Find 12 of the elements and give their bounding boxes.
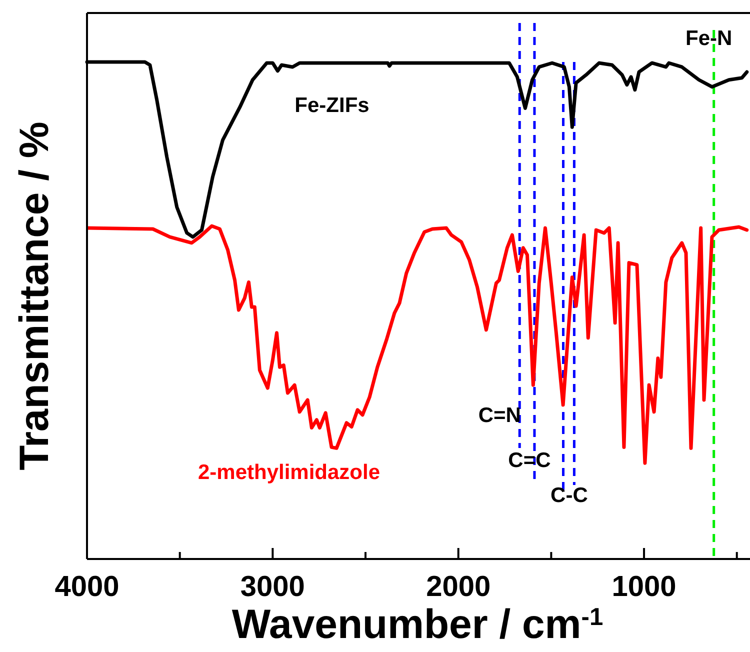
series-label: Fe-ZIFs [294, 94, 370, 117]
x-tick-label: 3000 [240, 571, 305, 603]
x-tick-label: 2000 [426, 571, 491, 603]
x-tick-label: 4000 [54, 571, 120, 603]
y-axis-title: Transmittance / % [11, 122, 57, 470]
ref-line-label: C=C [508, 449, 551, 472]
x-axis-title: Wavenumber / cm$^{-1}$ [232, 601, 604, 647]
ref-line-label: C=N [478, 404, 521, 427]
ref-line-label: C-C [550, 484, 588, 507]
ref-line-label: Fe-N [686, 27, 732, 50]
x-tick-label: 1000 [612, 571, 676, 603]
text: 2-methylimidazole [198, 461, 380, 484]
